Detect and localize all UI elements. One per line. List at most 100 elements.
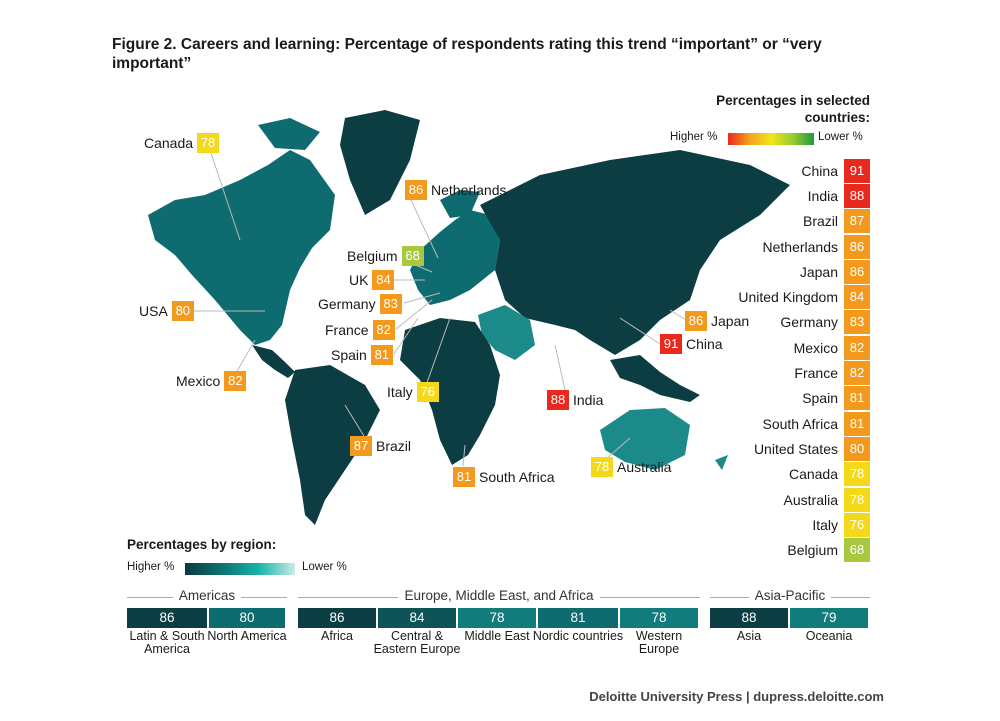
map-label-name: Japan [711,313,750,329]
country-value: 86 [844,234,870,259]
country-value: 82 [844,361,870,386]
africa [400,318,500,465]
region-value: 80 [209,608,285,628]
map-label-value: 78 [197,133,220,153]
southeast-asia [610,355,700,402]
map-label-uk: UK 84 [345,270,395,290]
map-label-value: 68 [401,246,424,266]
country-row: Italy 76 [690,512,870,537]
map-label-spain: Spain 81 [327,345,393,365]
lower-label: Lower % [818,131,863,143]
map-label-india: 88 India [547,390,607,410]
region-name: Nordic countries [532,629,624,643]
greenland [340,110,420,215]
russia-asia [480,150,790,355]
map-label-mexico: Mexico 82 [172,371,247,391]
region-group-label: Europe, Middle East, and Africa [298,588,700,603]
country-name: United Kingdom [738,289,838,306]
country-value: 86 [844,259,870,284]
region-name: Central & Eastern Europe [373,629,461,656]
country-value: 76 [844,512,870,537]
country-row: Belgium 68 [690,537,870,563]
map-label-name: Mexico [176,373,221,389]
region-value: 79 [790,608,868,628]
map-label-name: USA [139,303,168,319]
map-label-value: 83 [379,294,402,314]
region-legend-title: Percentages by region: [127,537,277,552]
map-label-china: 91 China [660,334,727,354]
map-label-name: France [325,322,369,338]
map-label-value: 76 [416,382,439,402]
country-row: South Africa 81 [690,411,870,436]
country-value: 91 [844,158,870,183]
country-name: South Africa [762,415,839,432]
map-label-value: 81 [370,345,393,365]
map-label-value: 88 [547,390,569,410]
map-label-value: 86 [405,180,427,200]
country-name: Spain [802,390,838,407]
region-name: Latin & South America [129,629,205,656]
country-list: China 91 India 88 Brazil 87 Netherlands 86 Japan… [690,158,870,563]
europe [410,190,500,305]
country-row: Mexico 82 [690,335,870,360]
map-label-netherlands: 86 Netherlands [405,180,511,200]
country-row: Japan 86 [690,259,870,284]
map-label-name: South Africa [479,469,555,485]
map-label-value: 84 [372,270,395,290]
country-row: Germany 83 [690,310,870,335]
country-name: Mexico [793,339,838,356]
region-color-gradient [185,563,295,575]
country-value: 68 [844,538,870,563]
map-label-value: 82 [224,371,247,391]
country-row: Netherlands 86 [690,234,870,259]
credit-line: Deloitte University Press | dupress.delo… [589,689,884,704]
map-label-name: China [686,336,723,352]
country-name: Belgium [787,542,838,559]
map-label-belgium: Belgium 68 [343,246,424,266]
country-value: 80 [844,436,870,461]
country-name: Canada [788,466,838,483]
region-higher-label: Higher % [127,561,175,573]
map-label-value: 82 [372,320,395,340]
country-row: Brazil 87 [690,209,870,234]
country-name: Brazil [802,213,838,230]
map-label-value: 80 [171,301,194,321]
country-name: Italy [812,516,838,533]
map-label-value: 86 [685,311,707,331]
region-value: 78 [458,608,536,628]
map-label-name: Germany [318,296,376,312]
country-name: Netherlands [762,238,839,255]
region-name: Middle East [464,629,530,643]
selected-color-gradient [728,133,814,145]
country-row: India 88 [690,183,870,208]
country-value: 81 [844,411,870,436]
region-name: Asia [736,629,762,643]
middle-east [478,305,535,360]
map-label-south-africa: 81 South Africa [453,467,559,487]
map-label-italy: Italy 76 [383,382,439,402]
map-label-name: Italy [387,384,413,400]
map-label-france: France 82 [321,320,395,340]
country-name: Japan [799,263,838,280]
map-label-name: Spain [331,347,367,363]
country-value: 82 [844,335,870,360]
country-value: 84 [844,285,870,310]
central-south-america [252,345,380,525]
country-name: United States [753,440,838,457]
region-value: 78 [620,608,698,628]
country-row: Spain 81 [690,386,870,411]
country-value: 78 [844,462,870,487]
country-name: China [801,162,838,179]
map-label-name: Netherlands [431,182,507,198]
country-row: Australia 78 [690,487,870,512]
country-name: India [807,187,838,204]
map-label-name: Australia [617,459,672,475]
region-value: 84 [378,608,456,628]
country-name: France [794,365,838,382]
region-lower-label: Lower % [302,561,347,573]
country-row: France 82 [690,360,870,386]
region-value: 81 [538,608,618,628]
region-group-label: Americas [127,588,287,603]
australia [600,408,728,470]
